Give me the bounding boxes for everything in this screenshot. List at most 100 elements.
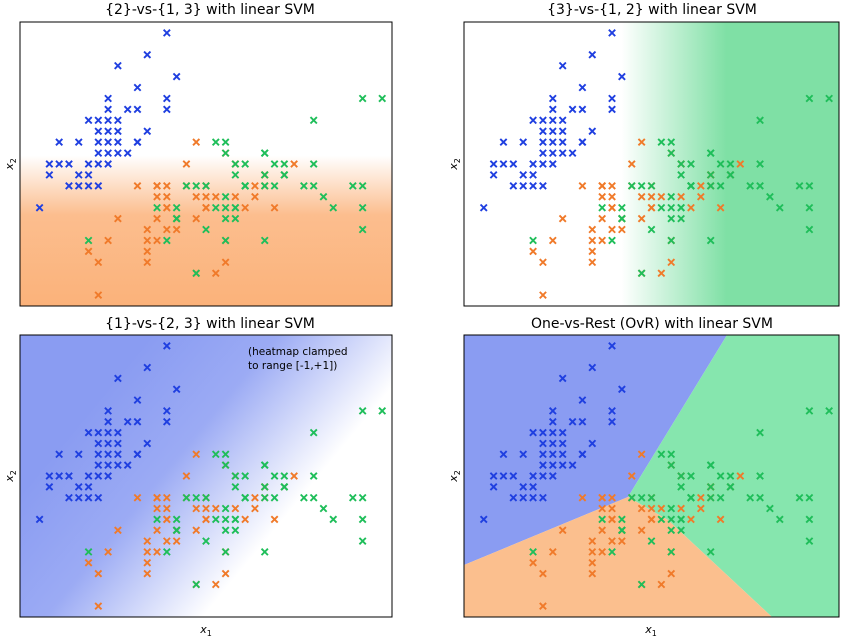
panel-title: One-vs-Rest (OvR) with linear SVM <box>531 316 773 332</box>
point-class-3 <box>647 225 656 234</box>
point-class-3 <box>280 472 289 480</box>
point-class-3 <box>746 181 755 190</box>
point-class-2 <box>677 192 685 201</box>
point-class-3 <box>795 181 804 190</box>
point-class-3 <box>825 407 834 415</box>
point-class-1 <box>519 493 528 502</box>
point-class-1 <box>499 160 508 168</box>
point-class-2 <box>143 236 152 245</box>
point-class-2 <box>647 515 656 524</box>
point-class-1 <box>548 407 557 415</box>
point-class-3 <box>241 493 250 502</box>
point-class-1 <box>608 417 616 426</box>
point-class-3 <box>706 482 715 491</box>
point-class-3 <box>221 203 230 212</box>
point-class-2 <box>588 537 597 545</box>
point-class-2 <box>211 580 220 589</box>
point-class-3 <box>756 181 764 190</box>
point-class-1 <box>588 50 597 59</box>
point-class-2 <box>539 602 547 611</box>
point-class-1 <box>74 482 83 491</box>
point-class-3 <box>716 472 725 480</box>
point-class-1 <box>519 181 528 190</box>
point-class-1 <box>568 105 577 114</box>
point-class-1 <box>74 493 83 502</box>
point-class-1 <box>529 472 537 480</box>
heatmap-region <box>20 22 392 306</box>
point-class-3 <box>211 138 220 147</box>
point-class-2 <box>618 225 626 234</box>
point-class-1 <box>55 472 64 480</box>
point-class-3 <box>716 160 725 168</box>
decision-regions <box>464 335 839 617</box>
point-class-3 <box>270 472 279 480</box>
point-class-2 <box>667 569 676 578</box>
point-class-3 <box>657 138 666 147</box>
point-class-1 <box>489 160 498 168</box>
point-class-1 <box>35 515 44 524</box>
point-class-1 <box>578 450 587 459</box>
x-axis-label: x1 <box>199 623 212 638</box>
scatter-points <box>479 29 834 299</box>
point-class-3 <box>805 493 814 502</box>
point-class-1 <box>114 116 122 125</box>
point-class-2 <box>211 504 220 513</box>
point-class-1 <box>539 493 547 502</box>
point-class-1 <box>558 61 567 70</box>
point-class-1 <box>578 138 587 147</box>
point-class-3 <box>348 493 357 502</box>
point-class-1 <box>123 149 132 157</box>
point-class-2 <box>539 569 547 578</box>
point-class-1 <box>558 439 567 448</box>
point-class-3 <box>329 203 338 212</box>
point-class-1 <box>65 493 73 502</box>
point-class-1 <box>104 138 112 147</box>
point-class-1 <box>45 482 54 491</box>
point-class-2 <box>143 247 152 256</box>
point-class-3 <box>358 407 367 415</box>
point-class-1 <box>84 181 93 190</box>
point-class-3 <box>270 493 279 502</box>
point-class-3 <box>667 548 676 556</box>
point-class-1 <box>114 428 122 437</box>
point-class-3 <box>529 548 537 556</box>
point-class-3 <box>637 493 646 502</box>
point-class-2 <box>143 258 152 267</box>
point-class-2 <box>588 247 597 256</box>
point-class-3 <box>231 526 240 535</box>
point-class-3 <box>221 214 230 223</box>
point-class-1 <box>578 396 587 404</box>
point-class-1 <box>104 450 112 459</box>
point-class-1 <box>519 450 528 459</box>
point-class-1 <box>509 181 518 190</box>
point-class-3 <box>221 450 230 459</box>
point-class-3 <box>766 192 774 201</box>
point-class-1 <box>114 127 122 136</box>
point-class-2 <box>290 472 298 480</box>
point-class-2 <box>153 236 161 245</box>
region-class-2 <box>464 497 772 617</box>
point-class-3 <box>657 450 666 459</box>
point-class-3 <box>805 407 814 415</box>
point-class-2 <box>133 493 142 502</box>
point-class-2 <box>202 515 210 524</box>
point-class-2 <box>716 515 725 524</box>
point-class-3 <box>795 493 804 502</box>
point-class-2 <box>598 504 607 513</box>
point-class-3 <box>667 450 676 459</box>
point-class-1 <box>539 116 547 125</box>
point-class-3 <box>805 94 814 103</box>
point-class-3 <box>231 203 240 212</box>
point-class-1 <box>548 450 557 459</box>
point-class-1 <box>94 461 103 470</box>
point-class-3 <box>726 160 735 168</box>
point-class-3 <box>84 236 93 245</box>
point-class-3 <box>667 192 676 201</box>
point-class-3 <box>667 515 676 524</box>
point-class-1 <box>608 29 616 37</box>
y-axis-label: x2 <box>447 470 462 483</box>
point-class-3 <box>726 171 735 179</box>
point-class-3 <box>231 214 240 223</box>
point-class-3 <box>260 493 269 502</box>
